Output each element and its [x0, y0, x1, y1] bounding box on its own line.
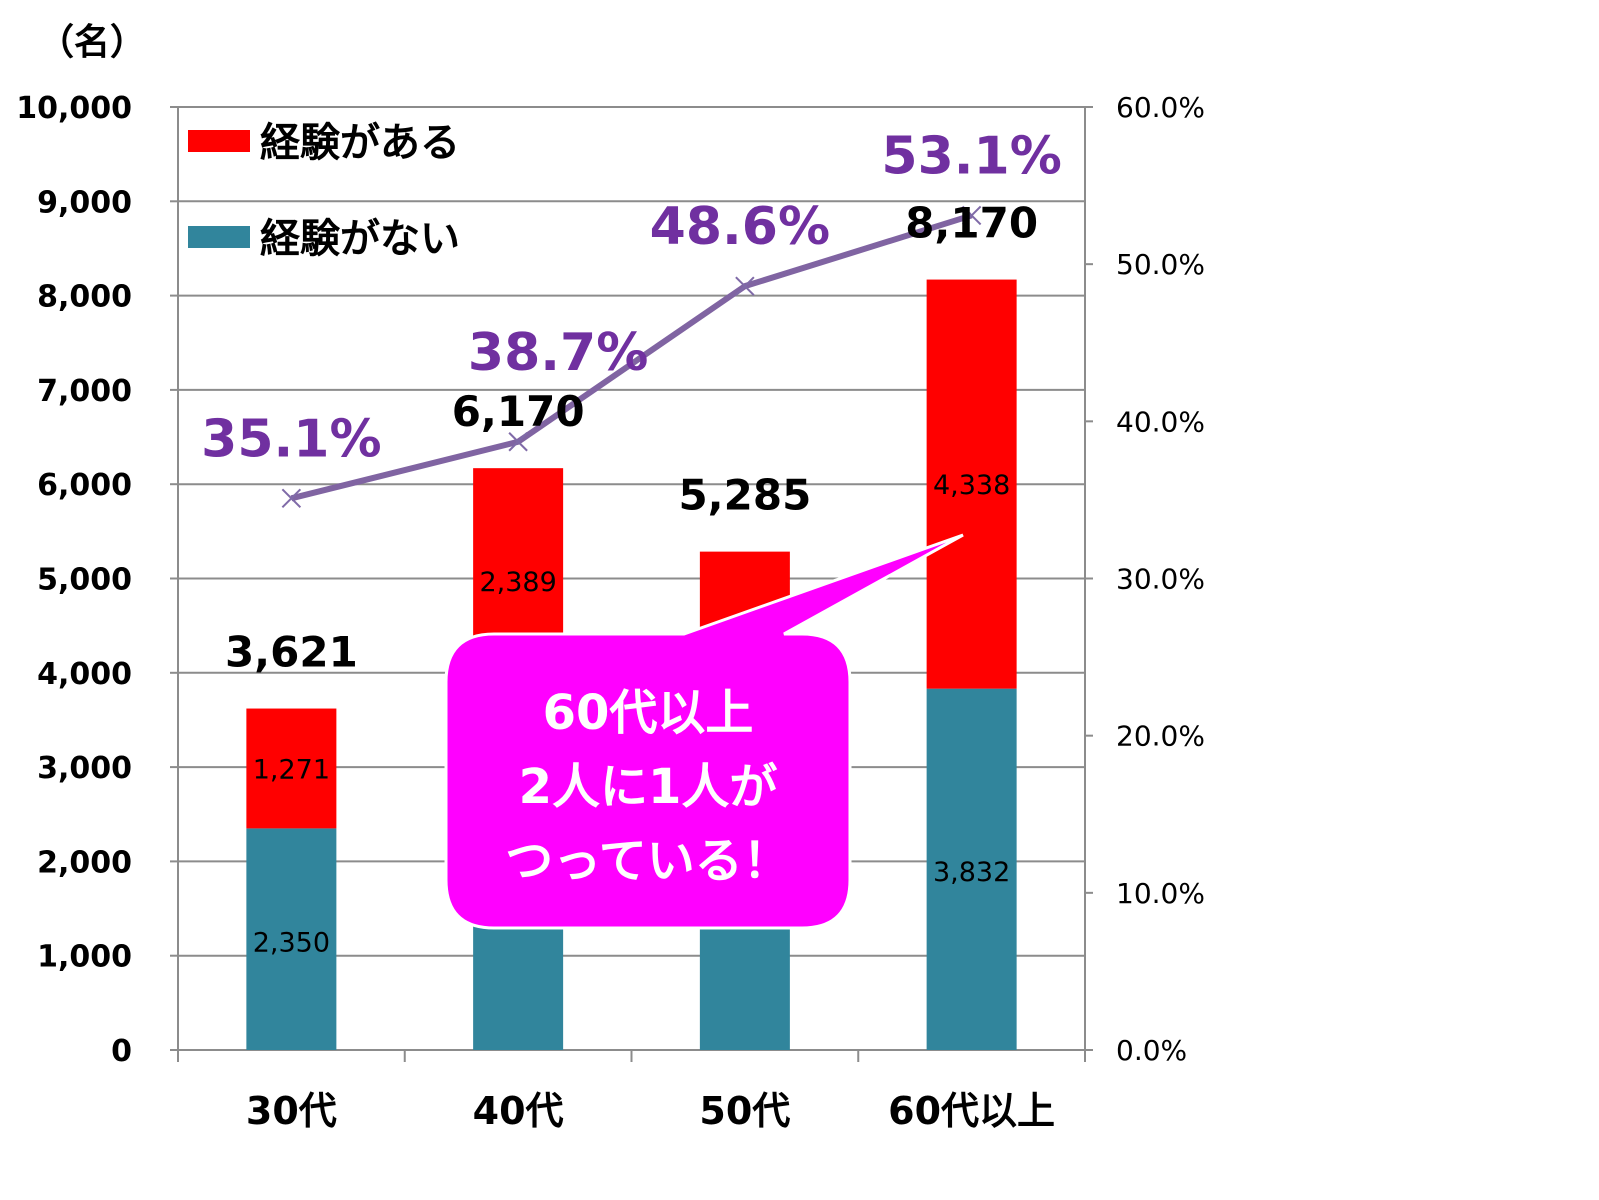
rate-line-path [290, 212, 973, 502]
x-tick-label: 60代以上 [888, 1089, 1055, 1133]
rate-line [281, 205, 982, 509]
y-tick-label: 2,000 [37, 845, 132, 880]
rate-marker [961, 205, 982, 226]
y-tick-label: 6,000 [37, 468, 132, 503]
y-tick-label: 8,000 [37, 280, 132, 315]
rate-value-label: 38.7% [468, 323, 648, 383]
legend-label: 経験がある [260, 120, 460, 166]
y-tick-label: 1,000 [37, 940, 132, 975]
y-tick-label: 9,000 [37, 185, 132, 220]
total-value-label: 5,285 [678, 471, 811, 520]
rate-marker [508, 432, 528, 452]
x-tick-label: 50代 [699, 1089, 790, 1133]
total-value-label: 8,170 [905, 199, 1038, 248]
y-tick-label: 10,000 [16, 91, 132, 126]
rate-value-label: 53.1% [881, 126, 1061, 186]
y2-tick-label: 50.0% [1116, 248, 1205, 281]
y-tick-label: 4,000 [37, 657, 132, 692]
rate-value-label: 35.1% [201, 409, 381, 469]
total-value-label: 3,621 [225, 628, 358, 677]
y2-tick-label: 0.0% [1116, 1034, 1187, 1067]
callout-text-line: 2人に1人が [519, 759, 778, 815]
rate-marker [281, 488, 302, 509]
segment-value-label: 4,338 [933, 470, 1010, 501]
y2-tick-label: 60.0% [1116, 91, 1205, 124]
bar-segment [246, 708, 337, 829]
callout-text-line: 60代以上 [543, 685, 754, 741]
marker-stroke [961, 205, 982, 226]
bar-segment [926, 279, 1017, 689]
rate-marker [735, 276, 755, 296]
bar-segment [926, 688, 1017, 1050]
y-tick-label: 7,000 [37, 374, 132, 409]
segment-value-label: 2,350 [253, 928, 330, 959]
x-tick-label: 30代 [246, 1089, 337, 1133]
legend-swatch [188, 226, 250, 248]
y-tick-label: 3,000 [37, 751, 132, 786]
marker-stroke [508, 432, 528, 452]
legend-label: 経験がない [260, 216, 460, 262]
y2-tick-label: 10.0% [1116, 877, 1205, 910]
marker-stroke [281, 488, 302, 509]
y2-tick-label: 40.0% [1116, 405, 1205, 438]
total-value-label: 6,170 [452, 387, 585, 436]
bar-segment [246, 828, 337, 1050]
legend-swatch [188, 130, 250, 152]
data-labels: 2,350 3,832 1,271 2,389 4,338 3,621 6,170 5,285… [201, 126, 1062, 958]
y-tick-label: 0 [111, 1034, 132, 1069]
y2-tick-label: 20.0% [1116, 720, 1205, 753]
y-axis-unit-label: （名） [38, 22, 146, 63]
segment-value-label: 1,271 [253, 754, 330, 785]
rate-value-label: 48.6% [650, 197, 830, 257]
x-tick-label: 40代 [473, 1089, 564, 1133]
y-tick-label: 5,000 [37, 563, 132, 598]
marker-stroke [735, 276, 755, 296]
callout-bubble [444, 533, 964, 930]
segment-value-label: 2,389 [479, 567, 556, 598]
segment-value-label: 3,832 [933, 857, 1010, 888]
y2-tick-label: 30.0% [1116, 563, 1205, 596]
callout-text-line: つっている！ [505, 833, 791, 889]
